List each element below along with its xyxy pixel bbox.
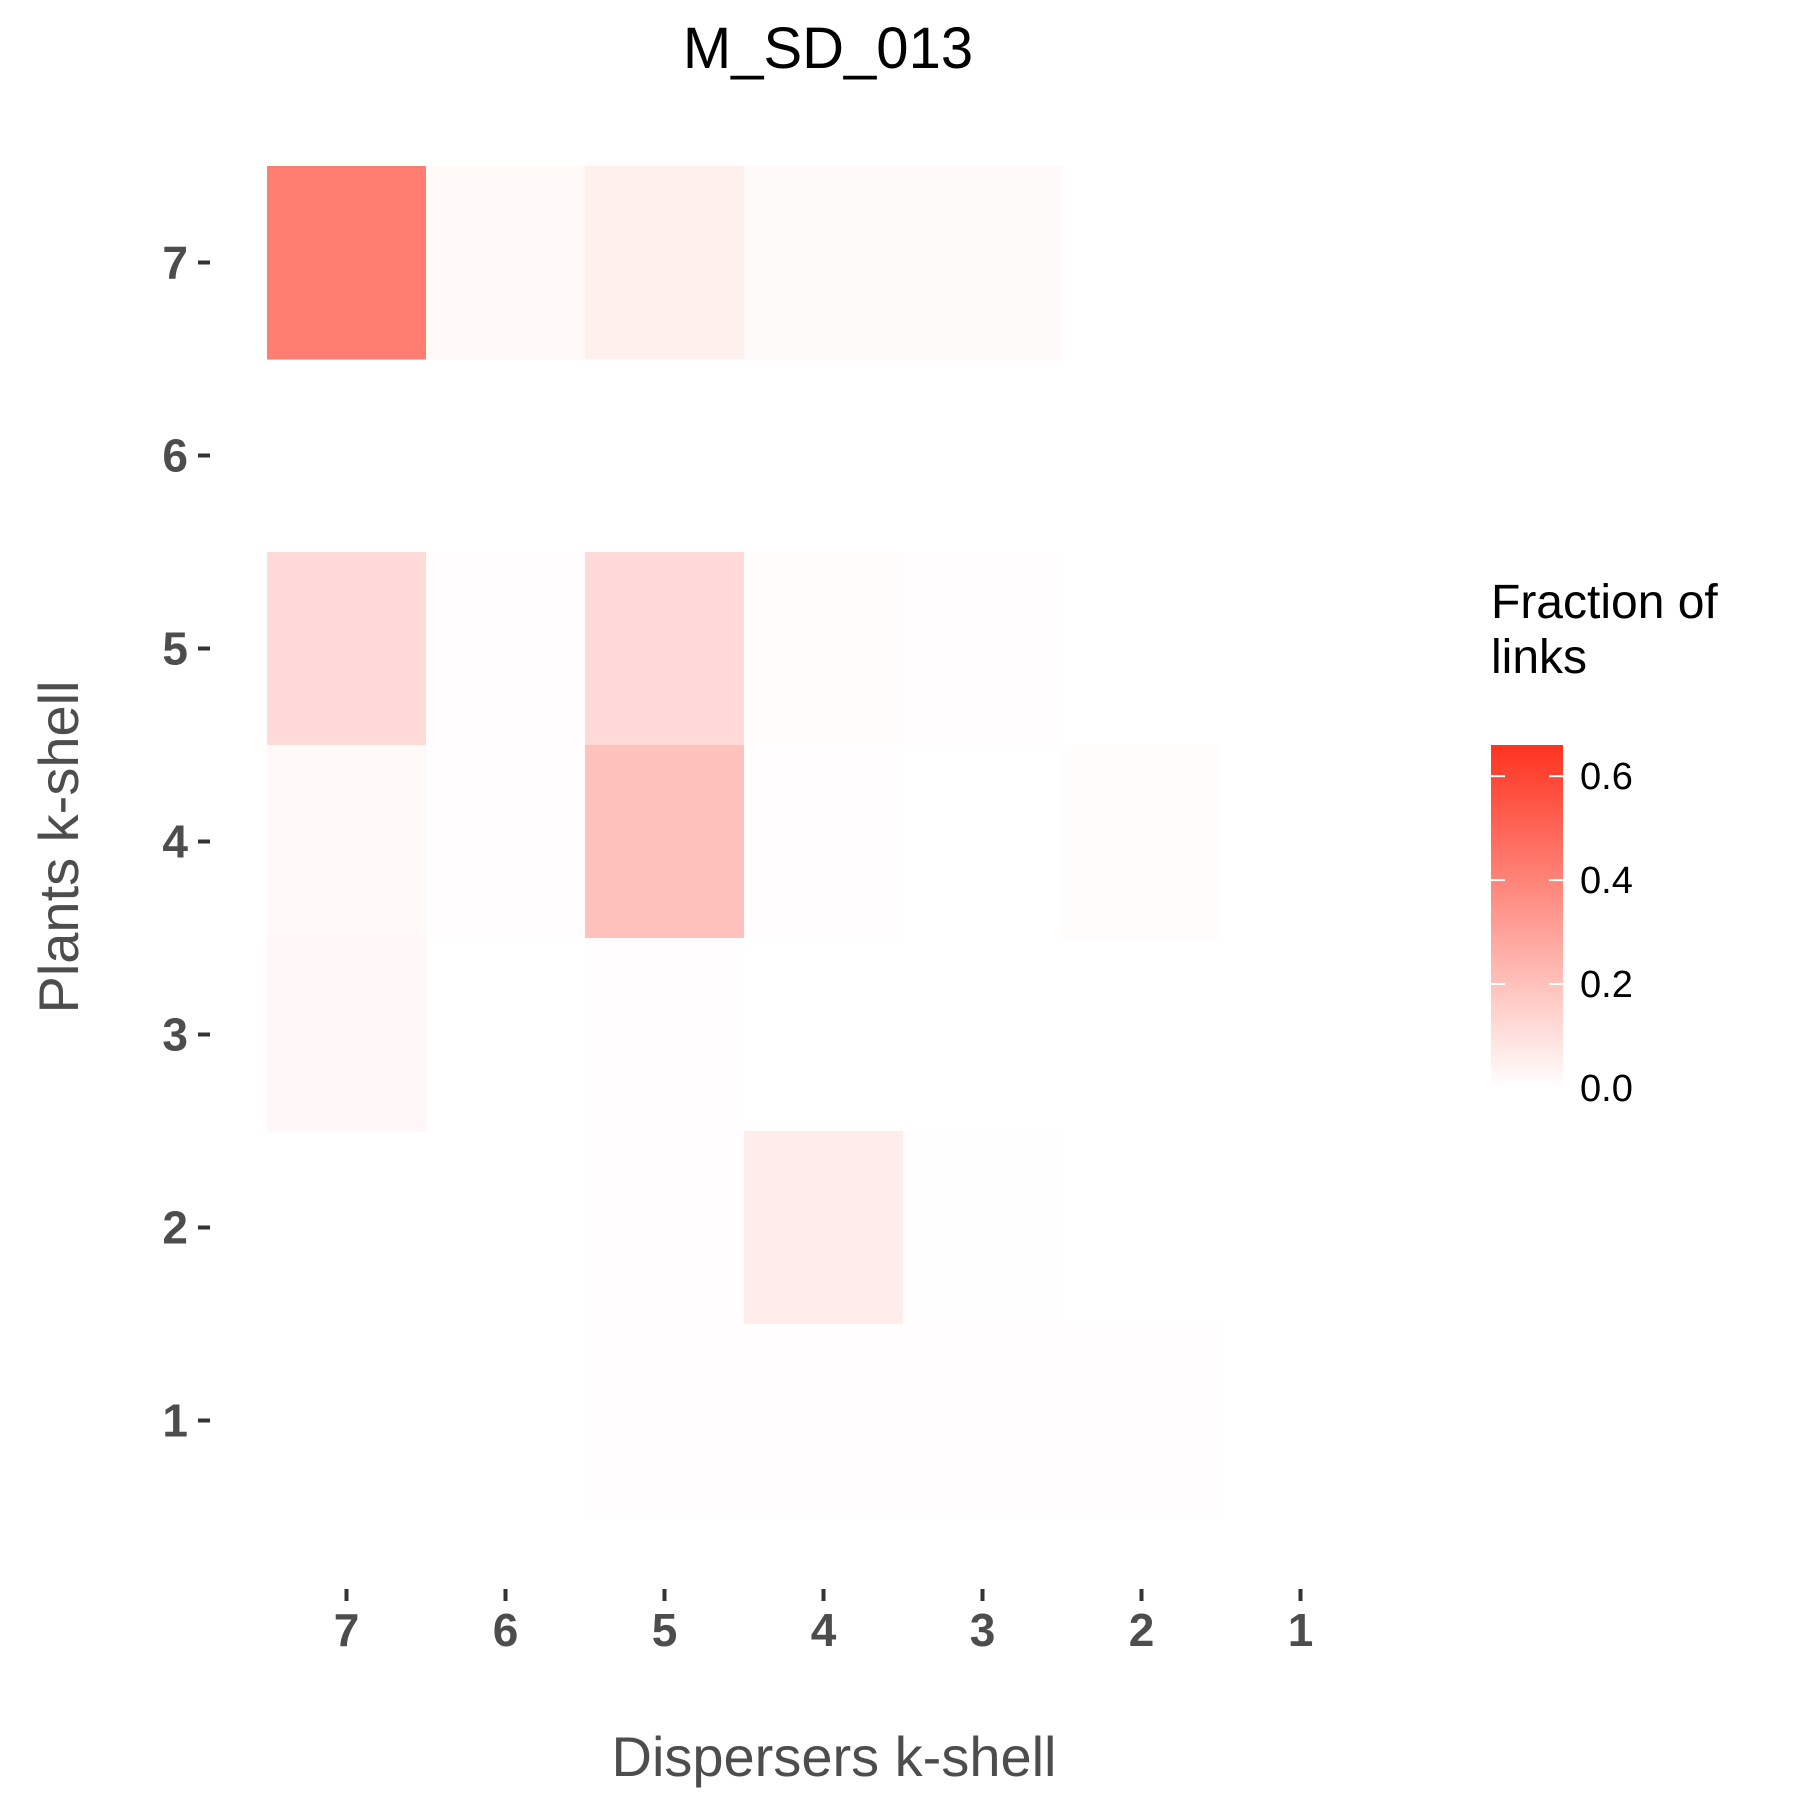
x-axis-title: Dispersers k-shell [612, 1725, 1057, 1788]
heatmap-cell-x7-y4 [267, 745, 427, 939]
x-tick-label-5: 5 [652, 1604, 678, 1656]
y-axis: 7 6 5 4 3 2 1 [162, 237, 210, 1447]
heatmap-cell-x3-y2 [903, 1131, 1063, 1325]
x-tick-label-1: 1 [1288, 1604, 1314, 1656]
legend-ticks: 0.0 0.2 0.4 0.6 [1491, 756, 1633, 1110]
heatmap-cell-x3-y7 [903, 166, 1063, 360]
heatmap-cell-x2-y4 [1062, 745, 1222, 939]
x-axis: 7 6 5 4 3 2 1 [334, 1589, 1314, 1656]
heatmap-cell-x3-y5 [903, 552, 1063, 746]
heatmap-cell-x6-y7 [426, 166, 586, 360]
heatmap-cell-x5-y7 [585, 166, 745, 360]
legend-tick-label-0: 0.0 [1580, 1068, 1633, 1110]
y-tick-label-5: 5 [162, 623, 188, 675]
y-tick-label-1: 1 [162, 1395, 188, 1447]
y-tick-label-7: 7 [162, 237, 188, 289]
heatmap-cell-x4-y7 [744, 166, 904, 360]
legend-tick-label-3: 0.6 [1580, 756, 1633, 798]
heatmap-cell-x4-y4 [744, 745, 904, 939]
legend-tick-label-2: 0.4 [1580, 860, 1633, 902]
heatmap-cell-x6-y5 [426, 552, 586, 746]
legend-title-line-1: Fraction of [1491, 576, 1718, 629]
legend-title-line-2: links [1491, 631, 1587, 684]
heatmap-cell-x5-y1 [585, 1324, 745, 1518]
x-tick-label-4: 4 [811, 1604, 837, 1656]
y-tick-label-3: 3 [162, 1009, 188, 1061]
heatmap-cells [267, 166, 1222, 1518]
x-tick-label-2: 2 [1129, 1604, 1155, 1656]
heatmap-cell-x4-y1 [744, 1324, 904, 1518]
x-tick-label-3: 3 [970, 1604, 996, 1656]
x-tick-label-6: 6 [493, 1604, 519, 1656]
heatmap-cell-x7-y7 [267, 166, 427, 360]
heatmap-cell-x2-y1 [1062, 1324, 1222, 1518]
heatmap-cell-x3-y1 [903, 1324, 1063, 1518]
legend-tick-label-1: 0.2 [1580, 964, 1633, 1006]
heatmap-cell-x5-y3 [585, 938, 745, 1132]
color-legend: Fraction of links 0.0 0.2 0.4 0.6 [1491, 576, 1718, 1110]
heatmap-cell-x5-y2 [585, 1131, 745, 1325]
heatmap-cell-x5-y5 [585, 552, 745, 746]
chart-title: M_SD_013 [683, 16, 973, 81]
heatmap-cell-x7-y3 [267, 938, 427, 1132]
heatmap-cell-x7-y5 [267, 552, 427, 746]
y-axis-title: Plants k-shell [27, 680, 90, 1013]
heatmap-cell-x4-y2 [744, 1131, 904, 1325]
legend-color-bar [1491, 745, 1563, 1088]
y-tick-label-4: 4 [162, 816, 188, 868]
heatmap-cell-x4-y5 [744, 552, 904, 746]
x-tick-label-7: 7 [334, 1604, 360, 1656]
heatmap-cell-x5-y4 [585, 745, 745, 939]
y-tick-label-6: 6 [162, 430, 188, 482]
y-tick-label-2: 2 [162, 1202, 188, 1254]
heatmap-cell-x6-y4 [426, 745, 586, 939]
